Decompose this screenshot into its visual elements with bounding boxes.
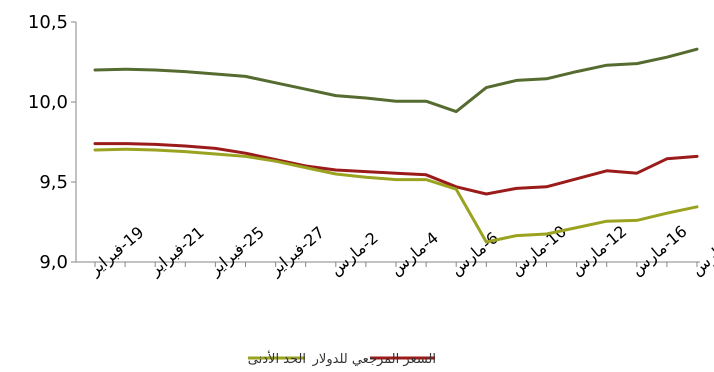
y-tick-label: 10,0 <box>28 92 68 113</box>
x-tick-label: 19-فبراير <box>85 223 149 281</box>
x-tick-label: 27-فبراير <box>265 223 329 281</box>
x-tick-label: 18-مارس <box>687 222 714 280</box>
series-line-1 <box>93 47 699 114</box>
legend-label: الحد الأدنى <box>248 350 306 367</box>
chart-axes <box>71 21 700 267</box>
y-tick-label: 9,0 <box>39 252 68 273</box>
x-tick-label: 6-مارس <box>447 228 503 280</box>
x-tick-label: 21-فبراير <box>145 223 209 281</box>
series-lines <box>93 47 699 244</box>
x-tick-label: 4-مارس <box>386 228 442 280</box>
x-tick-label: 16-مارس <box>627 222 691 280</box>
legend-label: السعر المرجعي للدولار <box>312 352 436 367</box>
x-tick-label: 25-فبراير <box>205 223 269 281</box>
series-line-2 <box>93 142 699 196</box>
y-tick-label: 10,5 <box>28 12 68 33</box>
y-tick-label: 9,5 <box>39 172 68 193</box>
x-tick-label: 2-مارس <box>326 228 382 280</box>
y-tick-labels: 9,0 9,5 10,0 10,5 <box>28 12 68 273</box>
series-line-3 <box>93 147 699 244</box>
chart-legend: الحد الأدنى السعر المرجعي للدولار <box>248 350 436 367</box>
x-tick-label: 12-مارس <box>567 222 631 280</box>
x-tick-labels: 19-فبراير21-فبراير25-فبراير27-فبراير2-ما… <box>85 222 714 281</box>
